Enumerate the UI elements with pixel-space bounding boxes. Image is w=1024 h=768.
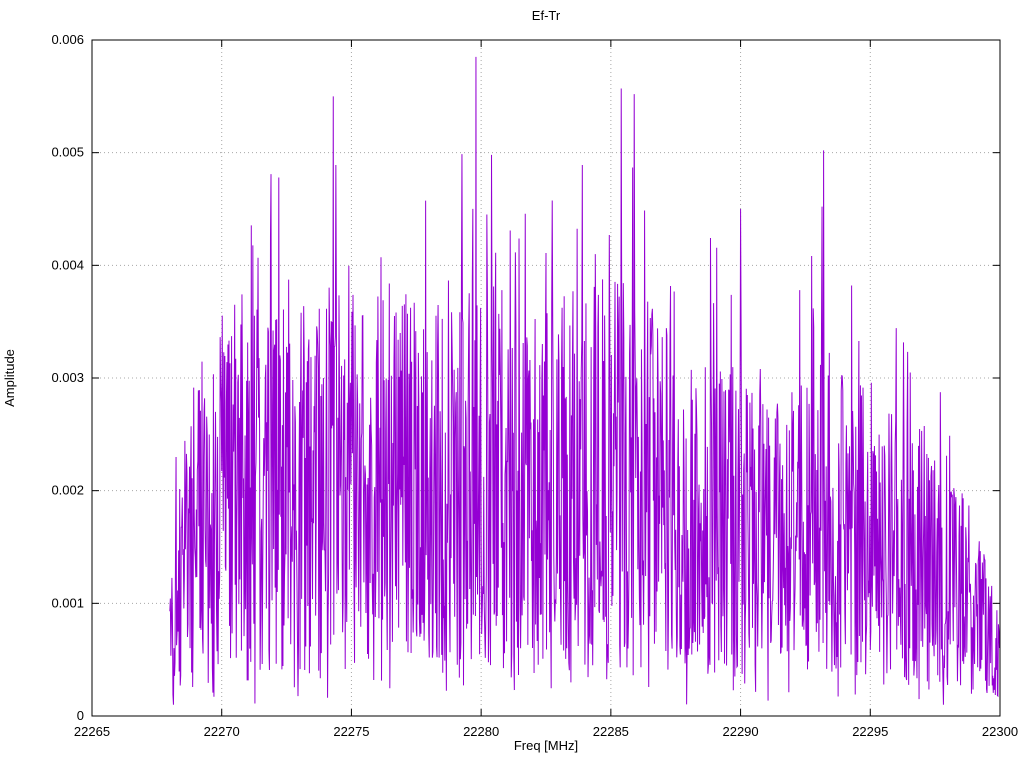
y-tick-label: 0.003 (51, 370, 84, 385)
x-tick-label: 22270 (204, 724, 240, 739)
series-line-ef-tr (169, 56, 1001, 705)
x-tick-label: 22290 (722, 724, 758, 739)
y-tick-label: 0.001 (51, 595, 84, 610)
chart-title: Ef-Tr (532, 8, 561, 23)
x-tick-label: 22300 (982, 724, 1018, 739)
y-tick-label: 0.004 (51, 257, 84, 272)
y-tick-label: 0.002 (51, 483, 84, 498)
y-tick-label: 0 (77, 708, 84, 723)
y-tick-label: 0.005 (51, 145, 84, 160)
x-tick-label: 22285 (593, 724, 629, 739)
plot-border (91, 39, 1001, 717)
y-axis-label: Amplitude (2, 349, 17, 407)
x-tick-label: 22295 (852, 724, 888, 739)
x-axis-label: Freq [MHz] (514, 738, 578, 753)
x-tick-label: 22265 (74, 724, 110, 739)
x-tick-label: 22275 (333, 724, 369, 739)
x-tick-label: 22280 (463, 724, 499, 739)
tick-labels: 22265 22270 22275 22280 22285 22290 22295 22300… (51, 32, 1018, 739)
y-tick-label: 0.006 (51, 32, 84, 47)
grid-lines (92, 40, 1000, 716)
